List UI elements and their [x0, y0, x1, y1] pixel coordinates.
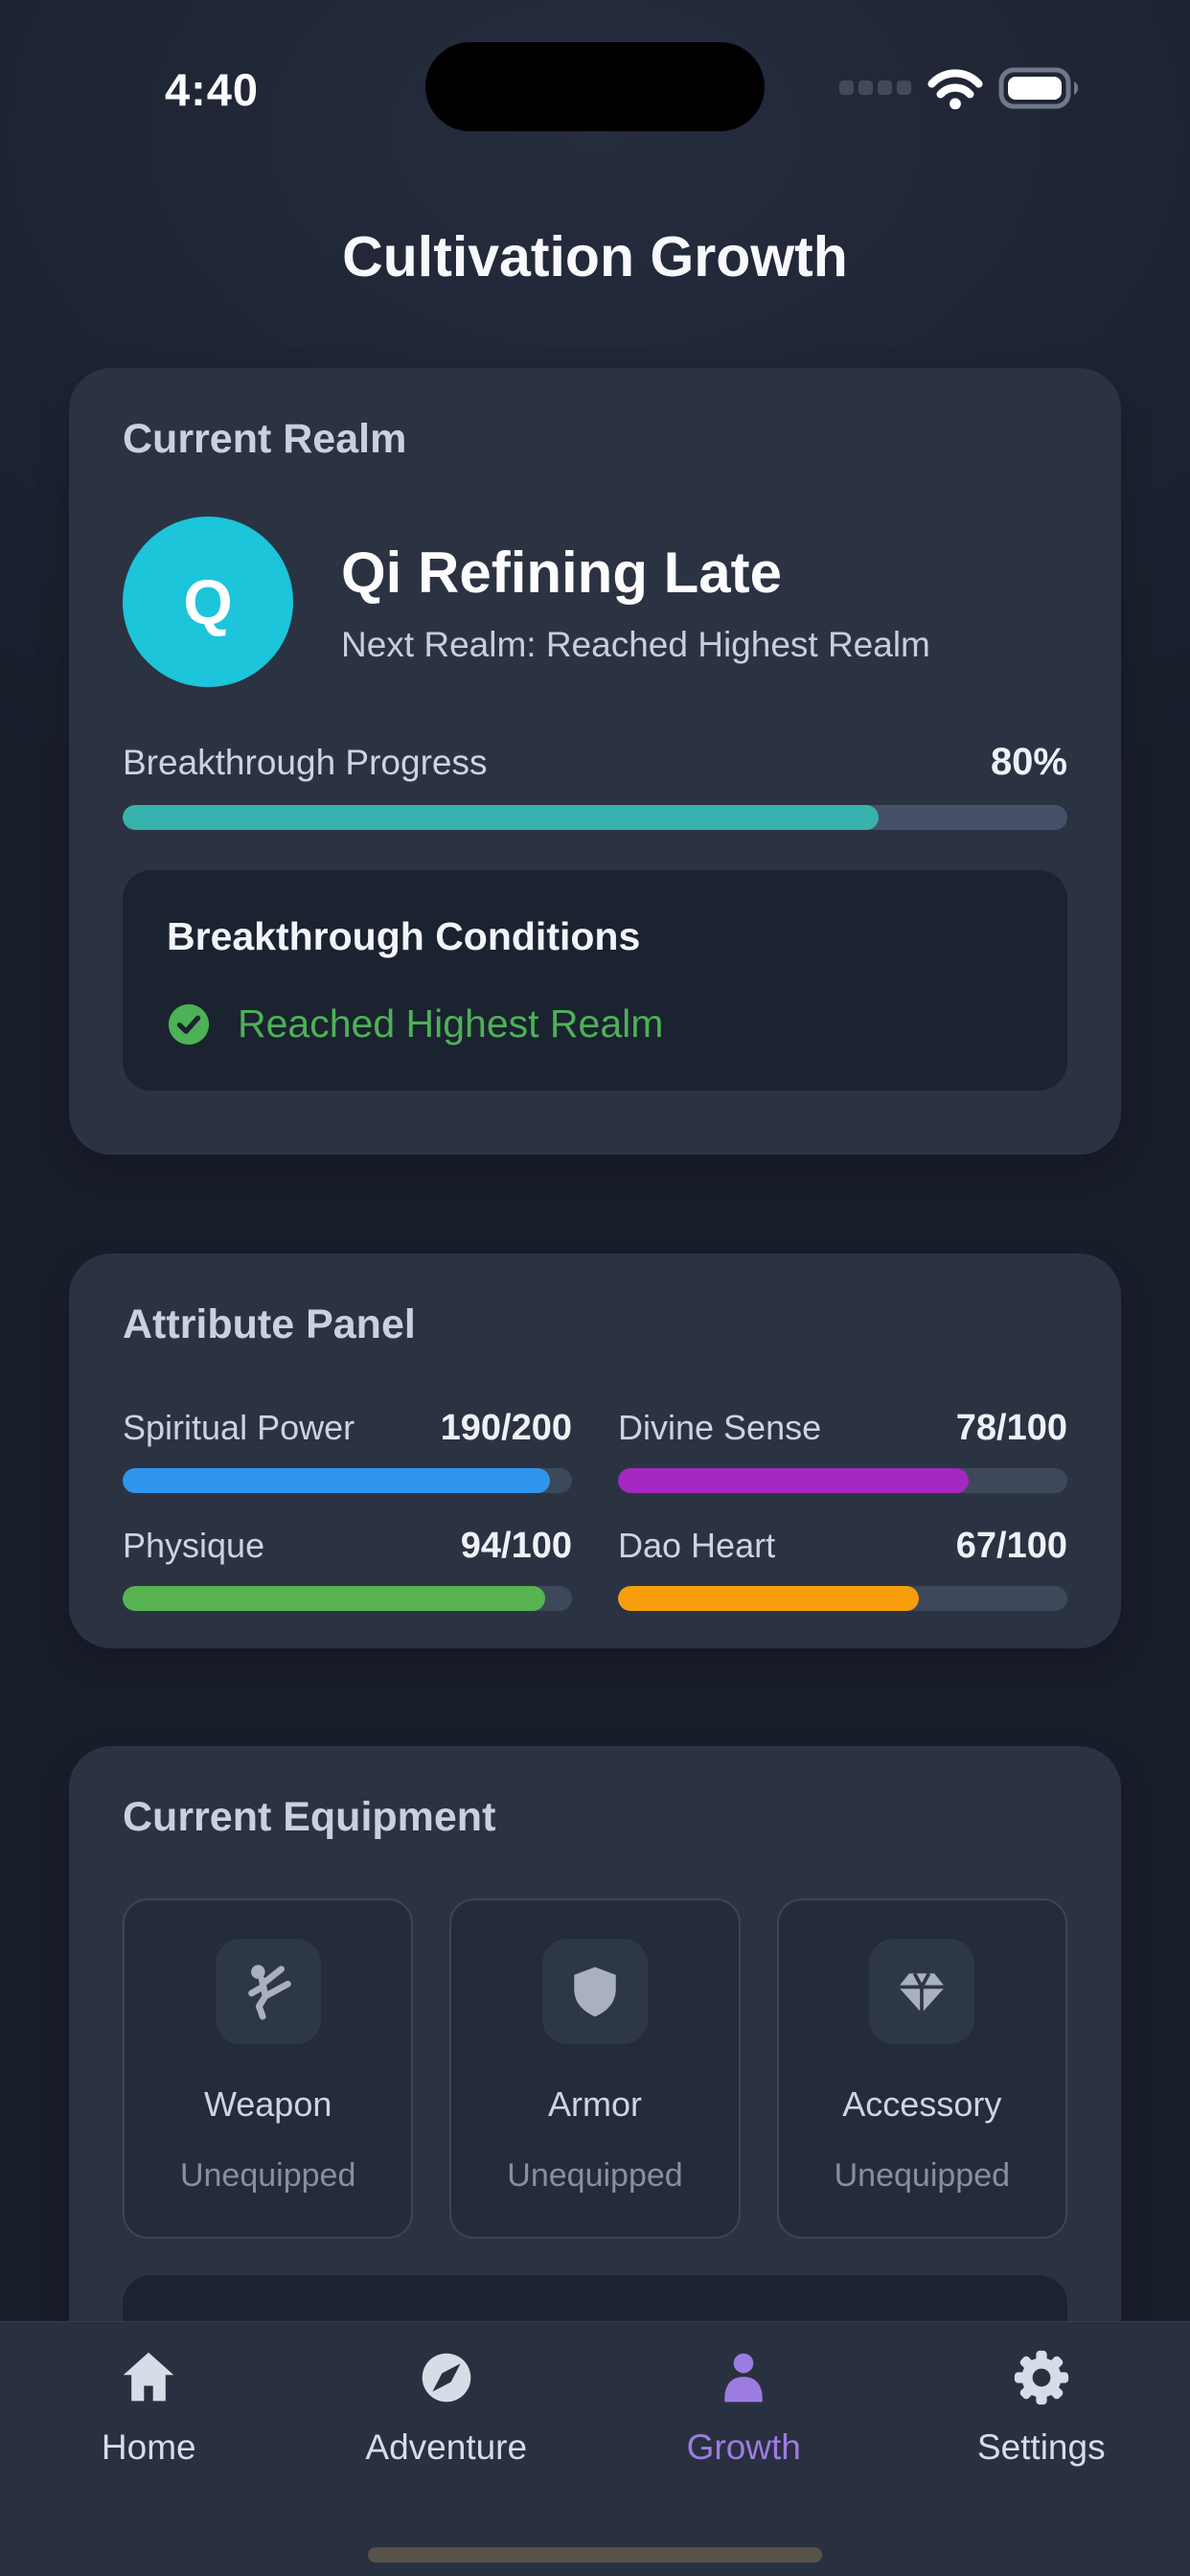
- device-notch: [425, 42, 765, 131]
- tab-settings[interactable]: Settings: [893, 2349, 1190, 2576]
- slot-label: Accessory: [842, 2084, 1002, 2124]
- breakthrough-progress-bar: [123, 805, 1067, 830]
- attribute-bar-fill: [123, 1586, 545, 1611]
- realm-summary: Q Qi Refining Late Next Realm: Reached H…: [123, 517, 1067, 687]
- attribute-bar: [123, 1586, 572, 1611]
- attribute-physique: Physique 94/100: [123, 1526, 572, 1611]
- breakthrough-progress-fill: [123, 805, 879, 830]
- tab-label: Growth: [686, 2427, 801, 2467]
- attribute-value: 67/100: [955, 1526, 1067, 1566]
- equipment-slot-armor[interactable]: Armor Unequipped: [449, 1898, 741, 2239]
- realm-name: Qi Refining Late: [341, 540, 783, 605]
- page-title: Cultivation Growth: [342, 225, 848, 288]
- current-realm-card: Current Realm Q Qi Refining Late Next Re…: [69, 368, 1121, 1155]
- breakthrough-progress-value: 80%: [990, 741, 1067, 783]
- attribute-dao-heart: Dao Heart 67/100: [618, 1526, 1067, 1611]
- slot-label: Armor: [547, 2084, 642, 2124]
- section-title-attribute-panel: Attribute Panel: [123, 1301, 416, 1347]
- home-icon: [120, 2349, 177, 2406]
- home-indicator[interactable]: [368, 2547, 822, 2563]
- slot-status: Unequipped: [507, 2157, 683, 2194]
- equipment-slot-weapon[interactable]: Weapon Unequipped: [123, 1898, 414, 2239]
- cellular-signal-dots-icon: [839, 80, 912, 97]
- slot-label: Weapon: [203, 2084, 332, 2124]
- attribute-bar-fill: [123, 1468, 550, 1493]
- attribute-bar-fill: [618, 1586, 920, 1611]
- attribute-value: 94/100: [460, 1526, 572, 1566]
- check-circle-icon: [168, 1003, 210, 1045]
- attribute-bar: [123, 1468, 572, 1493]
- attribute-divine-sense: Divine Sense 78/100: [618, 1408, 1067, 1493]
- breakthrough-conditions-card: Breakthrough Conditions Reached Highest …: [123, 870, 1067, 1091]
- attribute-spiritual-power: Spiritual Power 190/200: [123, 1408, 572, 1493]
- battery-full-icon: [998, 67, 1083, 109]
- status-bar: 4:40: [0, 0, 1190, 144]
- attribute-grid: Spiritual Power 190/200 Divine Sense 78/…: [123, 1408, 1067, 1611]
- section-title-current-realm: Current Realm: [123, 416, 407, 462]
- condition-item: Reached Highest Realm: [167, 1001, 1023, 1046]
- attribute-label: Divine Sense: [618, 1408, 822, 1447]
- attribute-bar-fill: [618, 1468, 969, 1493]
- attribute-value: 190/200: [440, 1408, 572, 1448]
- equipment-slots: Weapon Unequipped Armor Unequipped: [123, 1898, 1067, 2239]
- tab-bar: Home Adventure Growth: [0, 2321, 1190, 2576]
- tab-home[interactable]: Home: [0, 2349, 298, 2576]
- attribute-label: Dao Heart: [618, 1526, 776, 1565]
- breakthrough-conditions-title: Breakthrough Conditions: [167, 914, 641, 958]
- shield-icon: [541, 1939, 648, 2044]
- attribute-label: Spiritual Power: [123, 1408, 355, 1447]
- attribute-bar: [618, 1586, 1067, 1611]
- attribute-panel-card: Attribute Panel Spiritual Power 190/200 …: [69, 1254, 1121, 1648]
- tab-label: Adventure: [365, 2427, 528, 2467]
- tab-growth[interactable]: Growth: [595, 2349, 893, 2576]
- breakthrough-progress-row: Breakthrough Progress 80%: [123, 741, 1067, 784]
- slot-status: Unequipped: [179, 2157, 356, 2194]
- martial-arts-icon: [215, 1939, 321, 2044]
- tab-label: Home: [101, 2427, 196, 2467]
- section-title-current-equipment: Current Equipment: [123, 1794, 496, 1840]
- equipment-slot-accessory[interactable]: Accessory Unequipped: [776, 1898, 1067, 2239]
- slot-status: Unequipped: [834, 2157, 1011, 2194]
- tab-adventure[interactable]: Adventure: [298, 2349, 596, 2576]
- attribute-bar: [618, 1468, 1067, 1493]
- realm-avatar: Q: [123, 517, 293, 687]
- gem-icon: [869, 1939, 975, 2044]
- person-icon: [715, 2349, 772, 2406]
- clock: 4:40: [165, 64, 260, 115]
- compass-icon: [418, 2349, 475, 2406]
- attribute-label: Physique: [123, 1526, 265, 1565]
- next-realm-text: Next Realm: Reached Highest Realm: [341, 624, 930, 664]
- attribute-value: 78/100: [955, 1408, 1067, 1448]
- wifi-icon: [927, 67, 983, 109]
- breakthrough-progress-label: Breakthrough Progress: [123, 743, 488, 782]
- condition-label: Reached Highest Realm: [238, 1001, 664, 1046]
- tab-label: Settings: [976, 2427, 1106, 2467]
- realm-text: Qi Refining Late Next Realm: Reached Hig…: [341, 540, 930, 665]
- status-icons: [839, 63, 1083, 113]
- gear-icon: [1013, 2349, 1070, 2406]
